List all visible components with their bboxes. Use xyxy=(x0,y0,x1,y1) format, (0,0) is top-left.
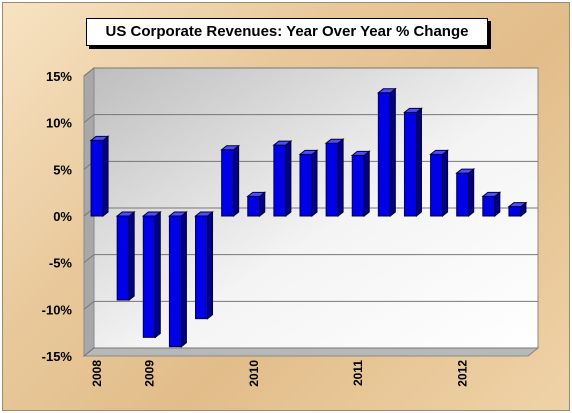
bar xyxy=(115,210,136,302)
y-tick-label: -15% xyxy=(42,349,73,364)
bar xyxy=(220,144,241,218)
bar xyxy=(89,135,110,218)
y-tick-label: -10% xyxy=(42,302,73,317)
bar xyxy=(403,107,423,218)
y-tick-label: 15% xyxy=(46,69,72,84)
x-axis-ticks: 2008 2009 2010 2011 2012 xyxy=(90,360,470,387)
y-axis-ticks: 15% 10% 5% 0% -5% -10% -15% xyxy=(42,69,73,364)
bar xyxy=(350,150,371,218)
bar xyxy=(167,210,188,348)
bar xyxy=(246,191,267,218)
bar xyxy=(194,210,214,320)
gridline xyxy=(83,300,538,310)
x-tick-label: 2008 xyxy=(90,360,104,387)
bar xyxy=(298,149,319,218)
x-tick-label: 2011 xyxy=(351,360,365,386)
y-tick-label: 5% xyxy=(53,162,72,177)
x-tick-label: 2009 xyxy=(142,360,156,387)
bar xyxy=(429,149,450,218)
bar xyxy=(507,201,528,218)
gridline xyxy=(83,347,538,357)
plot-floor xyxy=(82,347,540,357)
x-tick-label: 2012 xyxy=(456,360,470,387)
bars xyxy=(89,87,528,348)
bar xyxy=(481,191,502,218)
bar xyxy=(141,210,162,339)
gridline xyxy=(83,67,538,77)
bar xyxy=(455,168,476,218)
x-tick-label: 2010 xyxy=(247,360,261,387)
y-tick-label: 0% xyxy=(53,209,72,224)
y-tick-label: 10% xyxy=(46,116,72,131)
gridline xyxy=(83,254,538,264)
bar xyxy=(376,87,397,218)
chart-title: US Corporate Revenues: Year Over Year % … xyxy=(86,18,488,46)
bar xyxy=(272,140,293,218)
y-tick-label: -5% xyxy=(49,256,73,271)
bar xyxy=(324,138,345,218)
